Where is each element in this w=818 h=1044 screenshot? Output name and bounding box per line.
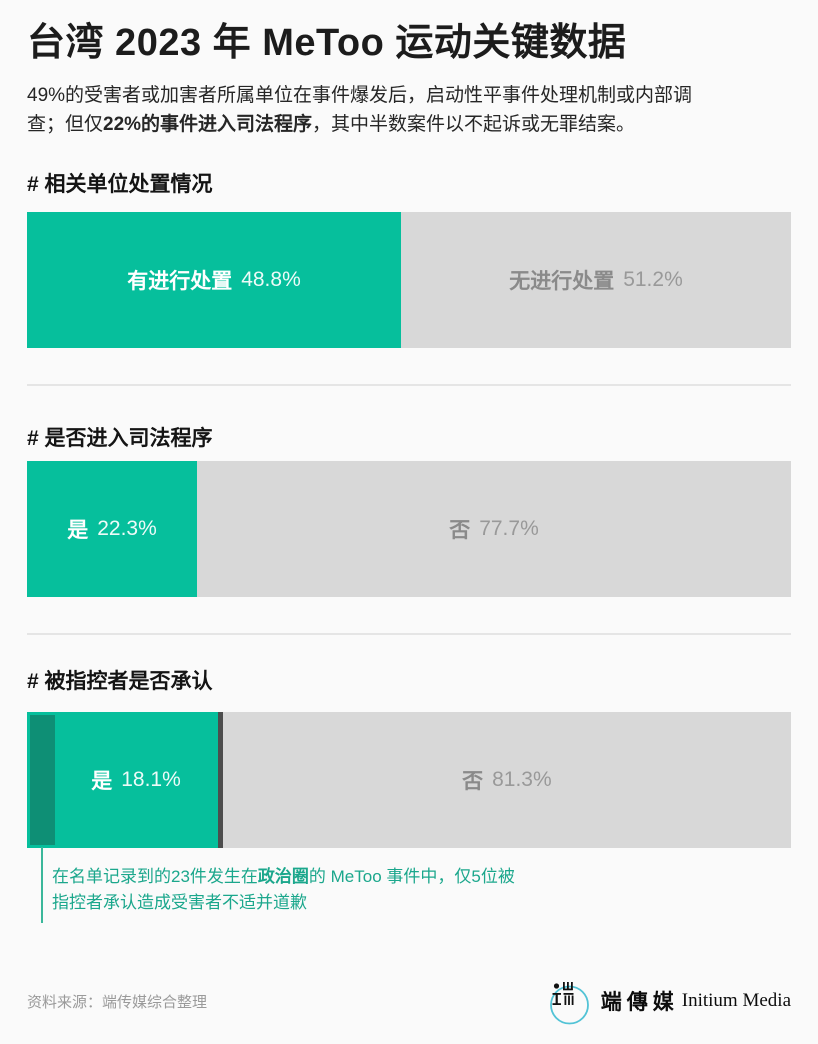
segment-value: 77.7% (479, 517, 539, 540)
bar-segment-no: 否 81.3% (222, 712, 791, 848)
segment-label: 否 (449, 519, 471, 542)
infographic: 台湾 2023 年 MeToo 运动关键数据 49%的受害者或加害者所属单位在事… (0, 21, 818, 923)
annotation-part2: 的 MeToo 事件中，仅5位被指控者承认造成受害者不适并道歉 (52, 867, 515, 912)
bar-segment-not-handled: 无进行处置 51.2% (400, 212, 791, 348)
segment-value: 81.3% (492, 768, 552, 791)
segment-value: 18.1% (121, 768, 181, 791)
segment-label: 否 (462, 770, 484, 793)
initium-logo-icon (549, 981, 589, 1024)
stacked-bar-judicial-process: 是 22.3% 否 77.7% (27, 461, 791, 597)
bar-with-annotation: 是 18.1% 否 81.3% 在名单记录到的23件发生在政治圈的 MeToo … (27, 712, 791, 923)
bar-segment-yes: 是 18.1% (27, 712, 218, 848)
segment-value: 48.8% (241, 268, 301, 291)
annotation-text: 在名单记录到的23件发生在政治圈的 MeToo 事件中，仅5位被指控者承认造成受… (52, 864, 522, 916)
stacked-bar-unit-response: 有进行处置 48.8% 无进行处置 51.2% (27, 212, 791, 348)
intro-text-part1: 49%的受害者或加害者所属单位在事件爆发后，启动性平事件处理机制或内部调查；但仅 (27, 85, 693, 135)
section-accused-admission: # 被指控者是否承认 是 18.1% 否 81.3% 在名单记录到的23件发生在… (27, 668, 791, 923)
section-judicial-process: # 是否进入司法程序 是 22.3% 否 77.7% (27, 425, 791, 597)
intro-text-bold: 22%的事件进入司法程序 (103, 114, 313, 135)
page-title: 台湾 2023 年 MeToo 运动关键数据 (27, 22, 627, 64)
section-heading-accused-admission: # 被指控者是否承认 (27, 670, 213, 693)
bar-segment-handled: 有进行处置 48.8% (27, 212, 401, 348)
segment-value: 51.2% (623, 268, 683, 291)
brand-logo: 端傳媒 Initium Media (547, 978, 791, 1025)
segment-label: 有进行处置 (127, 270, 233, 293)
intro-text: 49%的受害者或加害者所属单位在事件爆发后，启动性平事件处理机制或内部调查；但仅… (27, 81, 722, 139)
segment-label: 无进行处置 (509, 270, 615, 293)
section-heading-unit-response: # 相关单位处置情况 (27, 173, 213, 196)
section-divider (27, 633, 791, 635)
annotation-part1: 在名单记录到的23件发生在 (52, 867, 258, 886)
section-heading-judicial-process: # 是否进入司法程序 (27, 427, 213, 450)
bar-segment-yes: 是 22.3% (27, 461, 197, 597)
annotation-bold: 政治圈 (257, 867, 309, 886)
brand-name-chinese: 端傳媒 (600, 990, 679, 1014)
political-cases-highlight-strip (30, 715, 55, 845)
annotation-leader-line (41, 847, 43, 923)
segment-label: 是 (91, 770, 113, 793)
section-divider (27, 384, 791, 386)
stacked-bar-accused-admission: 是 18.1% 否 81.3% (27, 712, 791, 848)
intro-text-part2: ，其中半数案件以不起诉或无罪结案。 (312, 114, 636, 135)
segment-label: 是 (67, 519, 89, 542)
bar-segment-no: 否 77.7% (196, 461, 791, 597)
section-unit-response: # 相关单位处置情况 有进行处置 48.8% 无进行处置 51.2% (27, 171, 791, 348)
bar-segment-other (217, 712, 223, 848)
data-source-note: 资料来源：端传媒综合整理 (27, 993, 208, 1011)
footer: 资料来源：端传媒综合整理 端傳媒 Initium Media (27, 977, 791, 1025)
segment-value: 22.3% (97, 517, 157, 540)
brand-name-english: Initium Media (681, 990, 791, 1011)
